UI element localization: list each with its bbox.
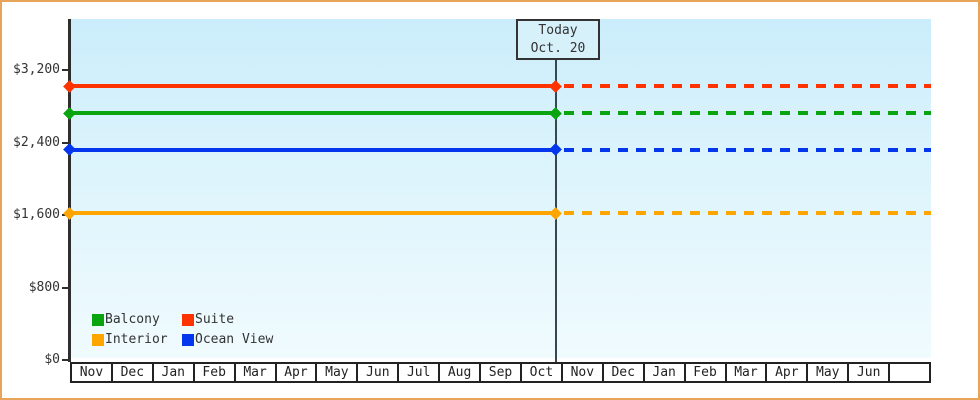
y-axis-tick <box>62 141 68 144</box>
legend-label: Balcony <box>105 312 160 327</box>
x-axis-month-row: Nov Dec Jan Feb Mar Apr May Jun Jul Aug Sep Oct Nov D… <box>70 362 931 383</box>
series-projection-balcony <box>564 111 931 116</box>
plot-area-background <box>70 19 931 358</box>
series-line-ocean-view <box>70 147 556 152</box>
month-cell-mar: Mar <box>233 364 275 381</box>
month-cell-empty <box>888 364 929 381</box>
month-cell-nov: Nov <box>79 365 104 380</box>
month-cell-mar: Mar <box>724 364 766 381</box>
y-axis-tick-label: $1,600 <box>13 207 60 222</box>
y-axis-tick <box>62 286 68 289</box>
month-cell-oct: Oct <box>519 364 561 381</box>
y-axis-tick-label: $3,200 <box>13 62 60 77</box>
month-cell-dec: Dec <box>601 364 643 381</box>
series-line-interior <box>70 211 556 215</box>
month-cell-sep: Sep <box>479 364 520 381</box>
month-cell-jan: Jan <box>642 364 684 381</box>
month-cell-dec: Dec <box>110 364 152 381</box>
month-cell-jun: Jun <box>847 364 888 381</box>
series-line-balcony <box>70 111 556 116</box>
legend-label: Suite <box>195 312 235 327</box>
y-axis-tick <box>62 359 68 361</box>
series-projection-interior <box>564 211 931 215</box>
series-projection-suite <box>564 84 931 89</box>
month-cell-feb: Feb <box>683 364 725 381</box>
today-annotation-line2: Oct. 20 <box>530 41 586 56</box>
legend-item-suite: Suite <box>182 313 234 327</box>
today-annotation-box: Today Oct. 20 <box>516 19 600 60</box>
month-cell-jul: Jul <box>397 364 438 381</box>
month-cell-jun: Jun <box>356 364 397 381</box>
legend-item-balcony: Balcony <box>92 313 160 327</box>
month-cell-may: May <box>806 364 847 381</box>
y-axis-tick-label: $2,400 <box>13 134 60 150</box>
legend-label: Ocean View <box>195 332 274 347</box>
legend-item-ocean-view: Ocean View <box>182 333 273 347</box>
legend-label: Interior <box>105 332 168 347</box>
month-cell-aug: Aug <box>438 364 479 381</box>
month-cell-apr: Apr <box>274 364 316 381</box>
month-cell-apr: Apr <box>765 364 806 381</box>
today-annotation-line1: Today <box>538 23 578 38</box>
y-axis-line <box>68 19 71 362</box>
month-cell-feb: Feb <box>192 364 234 381</box>
legend-swatch-icon <box>182 334 194 346</box>
series-line-suite <box>70 84 556 89</box>
y-axis-tick <box>62 69 68 71</box>
y-axis-tick-label: $800 <box>28 279 60 295</box>
legend-item-interior: Interior <box>92 333 168 347</box>
y-axis-tick-label: $0 <box>44 352 60 367</box>
legend-swatch-icon <box>92 334 104 346</box>
month-cell-jan: Jan <box>151 364 193 381</box>
legend-swatch-icon <box>182 314 194 326</box>
month-cell-nov: Nov <box>560 364 602 381</box>
legend-swatch-icon <box>92 314 104 326</box>
month-cell-may: May <box>315 364 356 381</box>
series-projection-ocean-view <box>564 147 931 152</box>
